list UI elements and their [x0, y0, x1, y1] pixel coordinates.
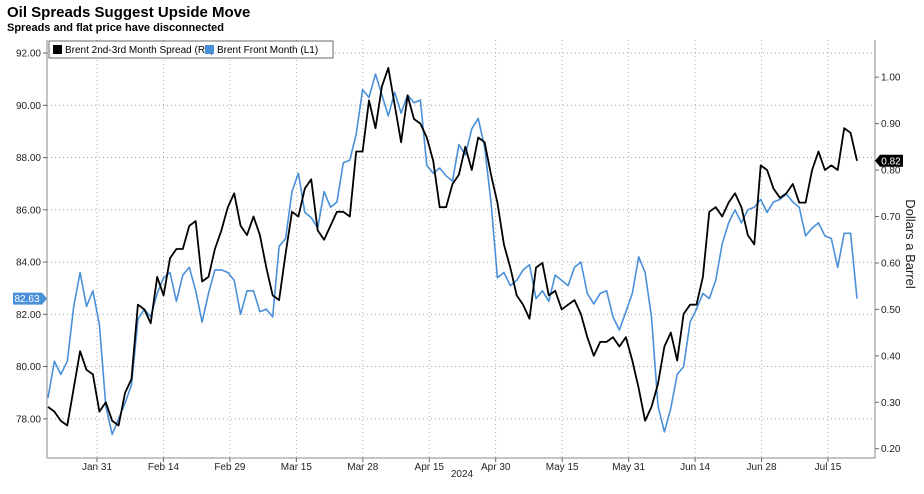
legend: Brent 2nd-3rd Month Spread (R1) Brent Fro… — [48, 40, 334, 59]
right-tick-label: 0.60 — [881, 258, 901, 269]
series-spread-line — [47, 67, 858, 427]
left-tick-label: 78.00 — [16, 414, 41, 425]
x-tick-label: Jun 14 — [680, 462, 710, 473]
right-tick-label: 1.00 — [881, 73, 901, 84]
legend-swatch-spread — [53, 45, 62, 54]
x-tick-label: Feb 29 — [214, 462, 246, 473]
left-tick-label: 82.00 — [16, 310, 41, 321]
x-tick-label: Mar 15 — [281, 462, 313, 473]
chart-title: Oil Spreads Suggest Upside Move — [7, 4, 251, 21]
right-tick-label: 0.20 — [881, 444, 901, 455]
right-axis-ticks: 1.00 0.90 0.80 0.70 0.60 0.50 0.40 0.30 0.20 — [875, 73, 901, 455]
left-tick-label: 92.00 — [16, 49, 41, 60]
left-tick-label: 84.00 — [16, 258, 41, 269]
x-tick-label: May 15 — [546, 462, 579, 473]
grid-lines — [47, 40, 875, 458]
x-tick-label: Feb 14 — [148, 462, 180, 473]
left-tick-label: 86.00 — [16, 205, 41, 216]
right-tick-label: 0.40 — [881, 351, 901, 362]
left-tick-label: 90.00 — [16, 101, 41, 112]
spread-last-value-tag — [875, 154, 903, 167]
series-front-month-line — [47, 73, 858, 436]
left-axis-ticks: 92.00 90.00 88.00 86.00 84.00 82.00 80.00 78.00 — [16, 49, 47, 425]
right-tick-label: 0.80 — [881, 166, 901, 177]
front-month-last-value-tag — [13, 292, 47, 305]
spread-last-value-label: 0.82 — [881, 156, 901, 167]
x-tick-label: Jan 31 — [82, 462, 112, 473]
series-lines — [47, 67, 858, 436]
x-axis-ticks: Jan 31 Feb 14 Feb 29 Mar 15 Mar 28 Apr 15 Apr … — [82, 458, 842, 473]
x-tick-label: Apr 30 — [481, 462, 511, 473]
right-tick-label: 0.30 — [881, 398, 901, 409]
x-tick-label: Jul 15 — [815, 462, 842, 473]
legend-box — [48, 40, 334, 59]
x-tick-label: May 31 — [612, 462, 645, 473]
right-tick-label: 0.90 — [881, 119, 901, 130]
right-tick-label: 0.50 — [881, 305, 901, 316]
legend-swatch-front-month — [205, 45, 214, 54]
x-tick-label: Mar 28 — [347, 462, 379, 473]
x-axis-label: 2024 — [451, 469, 474, 480]
legend-label-spread: Brent 2nd-3rd Month Spread (R1) — [65, 45, 214, 56]
left-tick-label: 80.00 — [16, 362, 41, 373]
left-tick-label: 88.00 — [16, 153, 41, 164]
right-axis-label: Dollars a Barrel — [903, 199, 918, 289]
right-tick-label: 0.70 — [881, 212, 901, 223]
front-month-last-value-label: 82.63 — [14, 294, 39, 305]
chart-subtitle: Spreads and flat price have disconnected — [7, 22, 225, 34]
x-tick-label: Jun 28 — [747, 462, 777, 473]
axes — [46, 40, 876, 459]
x-tick-label: Apr 15 — [415, 462, 445, 473]
last-value-tags: 0.82 82.63 — [13, 154, 903, 305]
legend-label-front-month: Brent Front Month (L1) — [217, 45, 318, 56]
